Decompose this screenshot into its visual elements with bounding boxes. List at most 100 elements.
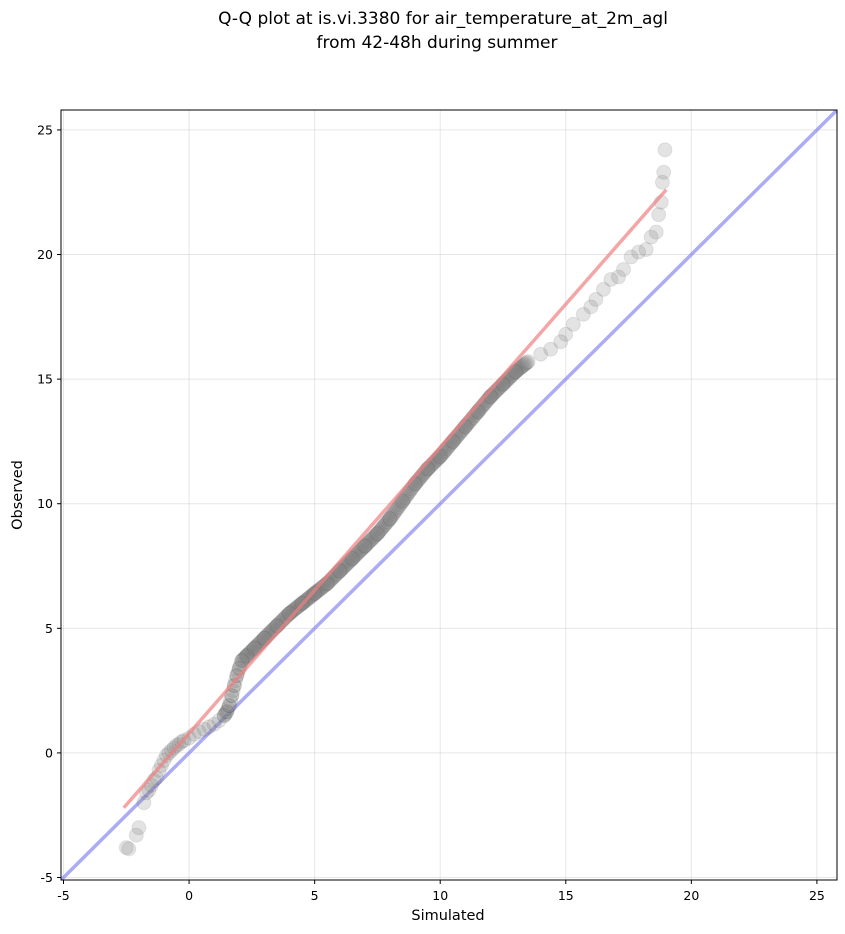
quantile-point: [244, 643, 260, 659]
quantile-point: [226, 678, 242, 694]
quantile-point: [121, 841, 137, 857]
quantile-point: [353, 542, 369, 558]
axis-ticks: -5 0 5 10 15 20 25 -5 0 5 10 15 20 25: [37, 122, 825, 903]
quantile-point: [648, 224, 664, 240]
quantile-point: [241, 645, 257, 661]
quantile-point: [363, 532, 379, 548]
quantile-point: [344, 551, 360, 567]
quantile-point: [229, 668, 245, 684]
quantile-point: [519, 355, 535, 371]
quantile-point: [219, 704, 235, 720]
quantile-point: [131, 820, 147, 836]
quantile-point: [379, 514, 395, 530]
quantile-point: [377, 517, 393, 533]
quantile-point: [616, 261, 632, 277]
quantile-point: [352, 543, 368, 559]
quantile-point: [395, 493, 411, 509]
y-tick-label: 10: [37, 496, 53, 511]
quantile-point: [223, 693, 239, 709]
quantile-point: [638, 242, 654, 258]
quantile-point: [382, 511, 398, 527]
quantile-point: [229, 668, 245, 684]
quantile-point: [238, 649, 254, 665]
x-tick-label: 0: [185, 888, 193, 903]
quantile-point: [583, 299, 599, 315]
quantile-point: [511, 361, 527, 377]
quantile-point: [657, 142, 673, 158]
quantile-point: [515, 358, 531, 374]
quantile-point: [196, 721, 212, 737]
quantile-point: [246, 640, 262, 656]
y-tick-label: 0: [45, 745, 53, 760]
quantile-point: [240, 646, 256, 662]
quantile-point: [396, 491, 412, 507]
quantile-point: [245, 641, 261, 657]
quantile-point: [372, 523, 388, 539]
x-tick-label: 25: [809, 888, 825, 903]
plot-area: [61, 110, 837, 880]
quantile-point: [588, 291, 604, 307]
quantile-point: [211, 713, 227, 729]
quantile-point: [220, 701, 236, 717]
quantile-point: [342, 553, 358, 569]
quantile-point: [383, 509, 399, 525]
quantile-point: [651, 207, 667, 223]
x-axis-label: Simulated: [411, 908, 484, 924]
y-axis-label: Observed: [10, 460, 26, 530]
quantile-point: [369, 526, 385, 542]
quantile-point: [533, 346, 549, 362]
quantile-point: [201, 719, 217, 735]
quantile-point: [343, 552, 359, 568]
quantile-point: [356, 539, 372, 555]
quantile-point: [354, 541, 370, 557]
quantile-point: [224, 688, 240, 704]
quantile-point: [118, 840, 134, 856]
quantile-point: [654, 174, 670, 190]
quantile-point: [234, 653, 250, 669]
quantile-point: [138, 785, 154, 801]
quantile-point: [367, 528, 383, 544]
plot-frame: [60, 109, 838, 881]
chart-subtitle: from 42-48h during summer: [317, 33, 558, 53]
quantile-point: [359, 536, 375, 552]
quantile-point: [206, 716, 222, 732]
quantile-point: [224, 688, 240, 704]
quantile-point: [246, 640, 262, 656]
quantile-point: [357, 538, 373, 554]
quantile-point: [553, 334, 569, 350]
quantile-point: [387, 504, 403, 520]
quantile-point: [366, 529, 382, 545]
quantile-point: [349, 546, 365, 562]
grid-lines: [61, 110, 837, 880]
y-tick-label: 25: [37, 122, 53, 137]
x-tick-label: 10: [432, 888, 448, 903]
quantile-point: [373, 521, 389, 537]
quantile-point: [161, 745, 177, 761]
quantile-point: [520, 354, 536, 370]
quantile-point: [351, 544, 367, 560]
quantile-point: [384, 507, 400, 523]
quantile-point: [395, 493, 411, 509]
quantile-point: [364, 531, 380, 547]
quantile-point: [631, 244, 647, 260]
quantile-point: [381, 512, 397, 528]
quantile-point: [361, 534, 377, 550]
quantile-point: [346, 549, 362, 565]
quantile-point: [136, 795, 152, 811]
y-tick-label: 15: [37, 372, 53, 387]
quantile-point: [392, 497, 408, 513]
quantile-point: [514, 359, 530, 375]
quantile-point: [603, 271, 619, 287]
quantile-point: [285, 602, 301, 618]
quantile-point: [543, 341, 559, 357]
quantile-point: [575, 306, 591, 322]
x-tick-label: 20: [683, 888, 699, 903]
quantile-point: [386, 505, 402, 521]
quantile-point: [362, 533, 378, 549]
chart-title: Q-Q plot at is.vi.3380 for air_temperatu…: [218, 9, 668, 29]
quantile-point: [382, 511, 398, 527]
quantile-point: [393, 495, 409, 511]
fit-line: [122, 188, 668, 809]
quantile-point: [243, 644, 259, 660]
